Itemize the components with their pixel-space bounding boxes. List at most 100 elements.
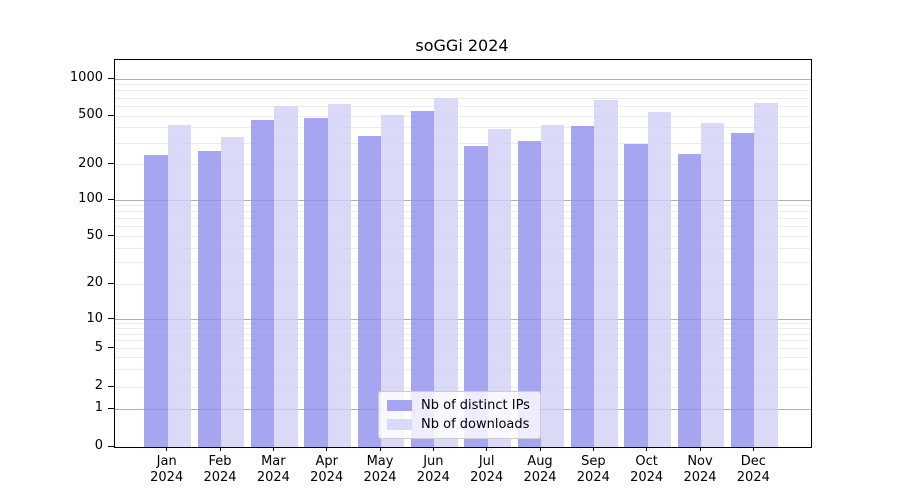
y-tick-label: 200 [78, 155, 103, 171]
x-tick [699, 447, 701, 451]
y-tick [108, 163, 114, 164]
chart-title: soGGi 2024 [415, 36, 509, 55]
gridline-minor [115, 348, 811, 349]
legend: Nb of distinct IPs Nb of downloads [378, 391, 541, 439]
bar-downloads [701, 122, 725, 447]
bar-downloads [327, 104, 351, 447]
y-tick [108, 347, 114, 348]
bar-distinct-ips [304, 118, 328, 447]
bar-downloads [647, 111, 671, 447]
x-tick-label: Aug 2024 [523, 454, 557, 485]
x-tick-label: Jul 2024 [470, 454, 504, 485]
y-tick [108, 318, 114, 319]
gridline-minor [115, 247, 811, 249]
gridline-minor [115, 127, 811, 129]
gridline-minor [115, 90, 811, 92]
gridline-major [115, 78, 811, 80]
legend-label-distinct-ips: Nb of distinct IPs [421, 398, 530, 413]
gridline-minor [115, 323, 811, 325]
gridline-minor [115, 333, 811, 335]
bar-downloads [274, 106, 298, 447]
x-tick-label: Jan 2024 [150, 454, 184, 485]
bar-downloads [541, 125, 565, 447]
gridline-minor [115, 236, 811, 237]
legend-swatch-distinct-ips [387, 400, 412, 411]
x-tick-label: Feb 2024 [203, 454, 237, 485]
y-tick-label: 100 [78, 191, 103, 206]
bar-distinct-ips [624, 143, 648, 447]
gridline-minor [115, 369, 811, 371]
bar-distinct-ips [464, 145, 488, 447]
legend-item: Nb of distinct IPs [387, 398, 530, 413]
gridline-minor [115, 340, 811, 342]
bar-distinct-ips [197, 150, 222, 447]
x-tick [272, 447, 274, 451]
x-tick [166, 447, 168, 451]
y-tick-label: 1000 [69, 70, 103, 85]
gridline-major [115, 199, 811, 201]
y-tick [108, 282, 114, 284]
x-tick [646, 447, 648, 451]
bar-distinct-ips [411, 110, 435, 447]
gridline-minor [115, 84, 811, 86]
y-tick-label: 10 [86, 310, 103, 326]
bar-distinct-ips [144, 154, 168, 447]
bar-downloads [434, 97, 458, 447]
gridline-minor [115, 283, 811, 285]
x-tick-label: Oct 2024 [630, 454, 664, 485]
bar-downloads [594, 100, 618, 447]
x-tick [379, 447, 381, 451]
y-tick [108, 77, 114, 79]
y-tick-label: 500 [78, 107, 103, 122]
y-tick [108, 445, 114, 447]
x-tick-label: Apr 2024 [310, 454, 344, 485]
bar-distinct-ips [677, 153, 701, 447]
y-tick-label: 50 [86, 227, 103, 243]
bar-downloads [754, 102, 778, 447]
plot-area: Nb of distinct IPs Nb of downloads [114, 59, 812, 448]
gridline-minor [115, 97, 811, 99]
gridline-minor [115, 226, 811, 228]
x-tick-label: Nov 2024 [683, 454, 717, 485]
y-tick [108, 385, 114, 387]
gridline-minor [115, 142, 811, 144]
bar-distinct-ips [731, 132, 755, 447]
x-tick [539, 447, 541, 451]
y-tick-label: 20 [86, 275, 103, 290]
x-tick [432, 447, 434, 451]
gridline-minor [115, 205, 811, 207]
bar-distinct-ips [251, 119, 275, 447]
x-tick-label: Dec 2024 [736, 454, 770, 485]
x-tick [592, 447, 594, 451]
bar-distinct-ips [517, 141, 541, 447]
y-tick-label: 5 [94, 339, 103, 355]
y-tick-label: 2 [94, 378, 103, 393]
legend-swatch-downloads [387, 419, 412, 430]
gridline-minor [115, 115, 811, 117]
bar-downloads [167, 125, 191, 447]
y-tick-label: 0 [94, 438, 103, 453]
legend-item: Nb of downloads [387, 417, 530, 432]
bar-downloads [487, 129, 511, 447]
gridline-minor [115, 218, 811, 220]
y-tick [108, 235, 114, 236]
gridline-minor [115, 211, 811, 213]
bar-distinct-ips [357, 135, 382, 447]
bar-distinct-ips [571, 125, 595, 447]
gridline-minor [115, 164, 811, 165]
y-tick-label: 1 [94, 400, 103, 415]
gridline-minor [115, 328, 811, 330]
y-tick [108, 407, 114, 409]
x-tick-label: Jun 2024 [416, 454, 450, 485]
x-tick [326, 447, 328, 451]
bar-downloads [381, 114, 405, 447]
y-tick [108, 114, 114, 116]
y-tick [108, 198, 114, 200]
x-tick-label: May 2024 [363, 454, 397, 485]
x-tick [219, 447, 221, 451]
gridline-minor [115, 262, 811, 264]
gridline-minor [115, 357, 811, 359]
x-tick-label: Mar 2024 [256, 454, 290, 485]
gridline-minor [115, 105, 811, 107]
